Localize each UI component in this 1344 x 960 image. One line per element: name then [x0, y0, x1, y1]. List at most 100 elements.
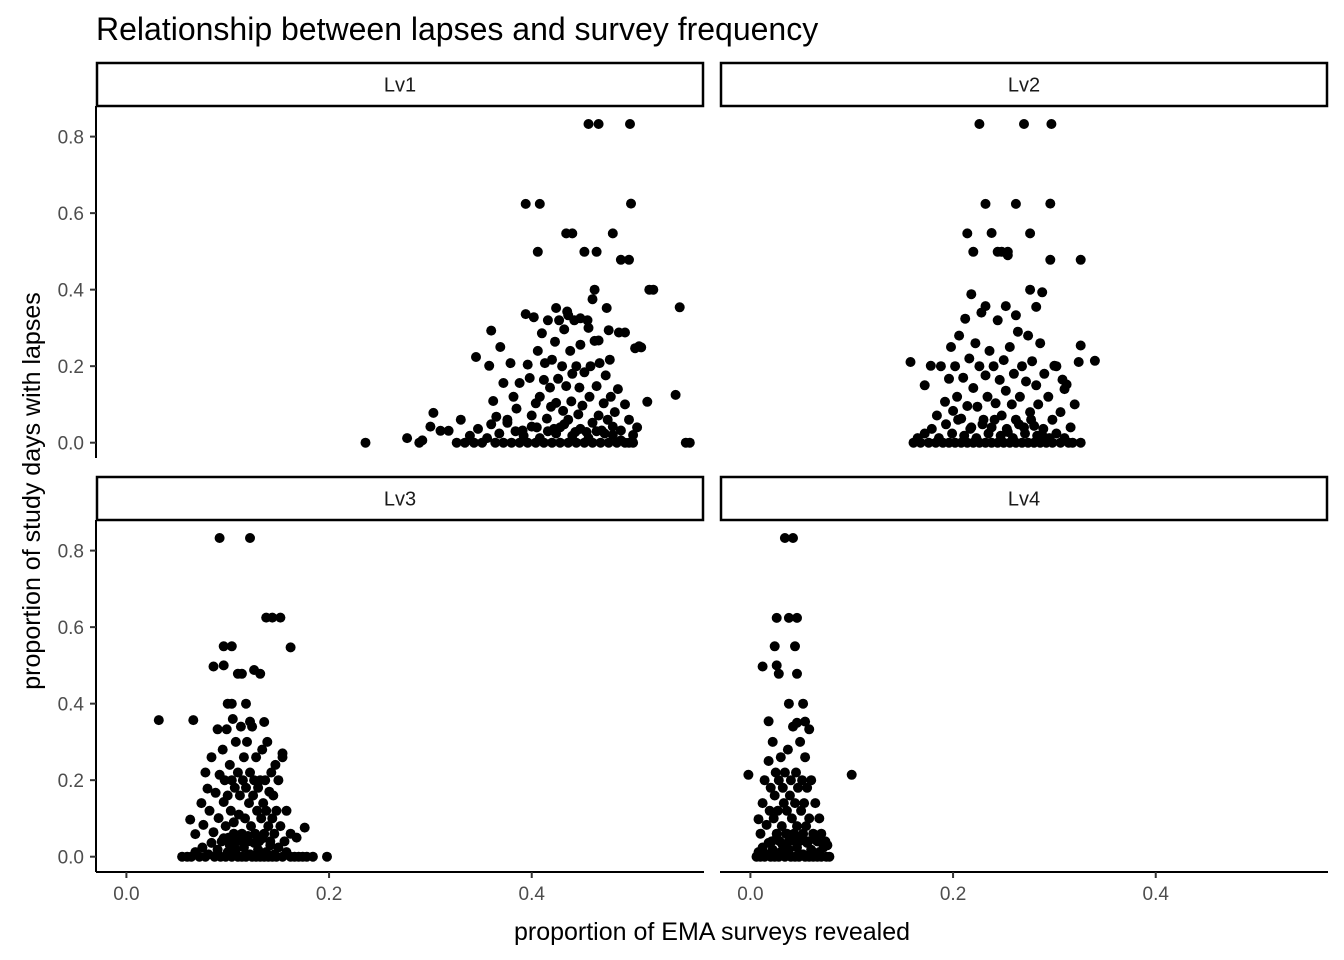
data-point	[1075, 254, 1086, 265]
data-point	[261, 805, 272, 816]
data-point	[202, 783, 213, 794]
data-point	[684, 437, 695, 448]
data-point	[766, 836, 777, 847]
data-point	[605, 391, 616, 402]
data-point	[236, 828, 247, 839]
data-point	[620, 399, 630, 410]
data-point	[262, 736, 273, 747]
data-point	[255, 668, 266, 679]
data-point	[225, 805, 236, 816]
data-point	[528, 312, 539, 323]
data-point	[996, 410, 1007, 421]
data-point	[206, 752, 217, 763]
data-point	[806, 775, 817, 786]
data-point	[781, 805, 792, 816]
data-point	[220, 821, 231, 832]
data-point	[222, 790, 233, 801]
data-point	[277, 748, 288, 759]
data-point	[254, 836, 265, 847]
data-point	[589, 284, 600, 295]
data-point	[615, 425, 626, 436]
facet-strip	[95, 475, 705, 522]
data-point	[256, 813, 267, 824]
data-point	[259, 717, 270, 727]
data-point	[822, 840, 833, 851]
data-point	[230, 736, 241, 747]
data-point	[634, 341, 645, 352]
data-point	[1075, 340, 1086, 351]
data-point	[559, 324, 570, 335]
data-point	[241, 782, 251, 793]
panel-lv3: Lv3 0.0 0.2 0.4 0.6 0.8 0.0 0.2 0.4	[58, 475, 705, 905]
data-point	[307, 851, 318, 862]
data-point	[573, 409, 584, 420]
x-tick-label: 0.4	[519, 884, 546, 905]
data-point	[788, 533, 798, 543]
data-point	[1002, 427, 1013, 437]
data-point	[587, 417, 598, 428]
data-point	[905, 357, 916, 367]
data-point	[773, 775, 784, 786]
data-point	[792, 717, 802, 728]
data-point	[267, 612, 278, 623]
data-point	[1000, 385, 1011, 396]
data-point	[984, 345, 995, 356]
data-point	[612, 384, 623, 395]
data-point	[471, 352, 481, 362]
data-point	[990, 398, 1001, 409]
data-point	[986, 228, 997, 238]
data-point	[227, 714, 238, 724]
data-point	[240, 813, 250, 824]
data-point	[575, 339, 586, 350]
data-point	[944, 373, 954, 384]
data-point	[1006, 399, 1017, 410]
data-point	[571, 437, 582, 448]
data-point	[265, 836, 276, 847]
data-point	[771, 828, 782, 839]
data-point	[801, 821, 812, 832]
data-point	[557, 361, 568, 372]
data-point	[579, 367, 590, 378]
data-point	[218, 641, 229, 652]
data-point	[494, 428, 505, 439]
data-point	[783, 836, 794, 847]
data-point	[541, 413, 552, 424]
data-point	[271, 805, 282, 816]
y-tick-label: 0.8	[58, 542, 84, 563]
data-point	[763, 756, 774, 766]
data-point	[799, 798, 810, 809]
data-point	[237, 775, 248, 786]
data-point	[251, 752, 262, 763]
data-point	[796, 805, 807, 816]
x-tick-label: 0.2	[316, 884, 342, 905]
data-point	[620, 327, 630, 338]
data-point	[455, 414, 466, 425]
data-point	[1000, 301, 1011, 312]
data-point	[1012, 326, 1023, 337]
data-point	[600, 370, 611, 381]
data-point	[952, 391, 963, 402]
data-point	[506, 437, 517, 448]
data-point	[243, 836, 253, 847]
data-point	[923, 437, 934, 448]
data-point	[514, 378, 525, 388]
data-point	[242, 736, 252, 747]
data-point	[791, 767, 801, 778]
data-point	[789, 828, 799, 839]
data-point	[234, 790, 245, 801]
data-point	[238, 752, 249, 763]
data-point	[196, 798, 207, 809]
data-point	[1019, 422, 1029, 433]
data-point	[814, 813, 825, 824]
data-point	[275, 612, 286, 623]
y-tick-label: 0.4	[58, 695, 85, 716]
data-point	[252, 805, 263, 816]
data-point	[443, 425, 454, 436]
data-point	[775, 752, 786, 763]
x-tick-label: 0.4	[1143, 884, 1170, 905]
data-point	[626, 198, 636, 209]
data-point	[1017, 361, 1027, 372]
data-point	[980, 198, 991, 209]
data-point	[674, 302, 685, 313]
